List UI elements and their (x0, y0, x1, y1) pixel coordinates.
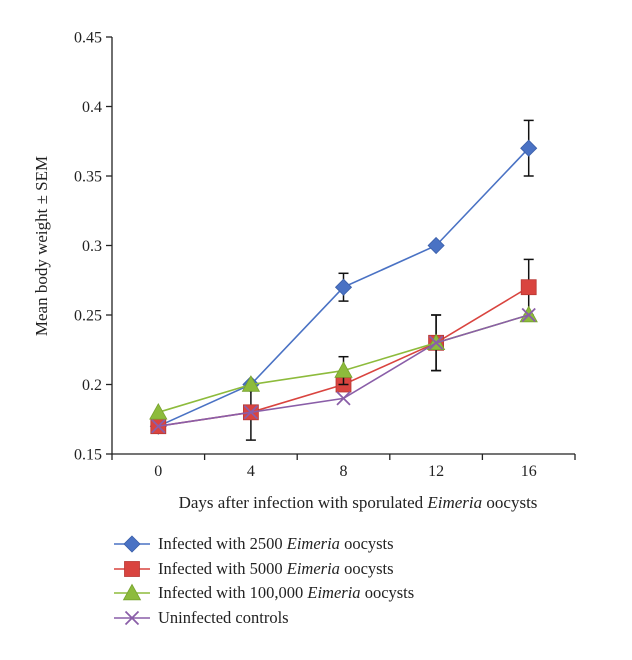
legend: Infected with 2500 Eimeria oocysts Infec… (114, 532, 414, 630)
legend-label-italic: Eimeria (286, 534, 340, 554)
y-tick-label: 0.35 (74, 169, 102, 186)
y-tick-label: 0.4 (82, 99, 102, 116)
axes: 0.15 0.2 0.25 0.3 0.35 0.4 0.45 0 4 8 12 16 (74, 30, 576, 480)
marker-diamond (520, 139, 538, 157)
series-triangle (149, 305, 538, 420)
marker-triangle (122, 583, 142, 601)
x-axis-title-suffix: oocysts (482, 493, 537, 512)
marker-square (124, 560, 140, 577)
data-point (334, 361, 353, 378)
legend-label-prefix: Infected with 5000 (158, 558, 287, 578)
marker-diamond (334, 278, 353, 296)
legend-label-prefix: Infected with 100,000 (158, 583, 308, 603)
marker-x-stroke (521, 307, 536, 323)
x-tick-label: 8 (340, 463, 348, 480)
series-x (151, 307, 536, 434)
legend-item-2500: Infected with 2500 Eimeria oocysts (114, 532, 414, 557)
legend-label-suffix: oocysts (339, 558, 394, 578)
marker-triangle (334, 361, 353, 378)
legend-key-triangle (114, 583, 150, 601)
legend-label: Infected with 2500 Eimeria oocysts (158, 534, 394, 554)
data-point (241, 375, 261, 392)
data-point (520, 279, 537, 296)
marker-x-stroke (124, 610, 140, 625)
legend-key-marker (124, 610, 140, 625)
data-point (427, 236, 445, 255)
marker-diamond (123, 535, 141, 553)
data-point (334, 278, 353, 296)
legend-label: Infected with 5000 Eimeria oocysts (158, 559, 394, 579)
marker-x-stroke (336, 391, 351, 406)
x-tick-label: 12 (428, 463, 444, 480)
data-point (521, 307, 536, 323)
marker-x-stroke (151, 419, 166, 434)
x-tick-label: 4 (247, 463, 255, 480)
data-point (336, 391, 351, 406)
legend-key-marker (123, 535, 141, 553)
marker-triangle (241, 375, 261, 392)
y-axis-title: Mean body weight ± SEM (32, 156, 51, 336)
x-tick-label: 16 (521, 463, 537, 480)
legend-key-marker (124, 560, 140, 577)
data-point (149, 402, 168, 420)
legend-item-5000: Infected with 5000 Eimeria oocysts (114, 557, 414, 582)
x-tick-label: 0 (154, 463, 162, 480)
legend-label-prefix: Infected with 2500 (158, 534, 287, 554)
y-tick-label: 0.45 (74, 30, 102, 47)
y-tick-label: 0.3 (82, 238, 102, 255)
data-point (151, 419, 166, 434)
marker-x-stroke (243, 405, 259, 420)
legend-label: Uninfected controls (158, 608, 289, 628)
legend-label-prefix: Uninfected controls (158, 607, 289, 627)
marker-x-stroke (428, 335, 444, 350)
x-axis-title-italic: Eimeria (426, 493, 482, 512)
legend-label-suffix: oocysts (360, 583, 415, 603)
data-point (428, 335, 444, 350)
marker-square (520, 279, 537, 296)
legend-key-marker (122, 583, 142, 601)
marker-triangle (149, 402, 168, 420)
legend-label-italic: Eimeria (307, 583, 361, 603)
marker-diamond (427, 236, 445, 255)
y-tick-label: 0.2 (82, 377, 102, 394)
legend-key-diamond (114, 535, 150, 553)
y-tick-label: 0.15 (74, 447, 102, 464)
data-point (520, 139, 538, 157)
data-point (243, 405, 259, 420)
series-layer (149, 119, 538, 441)
legend-label-italic: Eimeria (286, 558, 340, 578)
legend-label-suffix: oocysts (339, 534, 394, 554)
legend-key-square (114, 560, 150, 577)
x-axis-title: Days after infection with sporulated Eim… (179, 493, 538, 512)
legend-item-uninfected: Uninfected controls (114, 606, 414, 631)
legend-label: Infected with 100,000 Eimeria oocysts (158, 583, 414, 603)
legend-key-x (114, 610, 150, 625)
x-axis-title-prefix: Days after infection with sporulated (179, 493, 428, 512)
y-tick-label: 0.25 (74, 308, 102, 325)
legend-item-100000: Infected with 100,000 Eimeria oocysts (114, 581, 414, 606)
